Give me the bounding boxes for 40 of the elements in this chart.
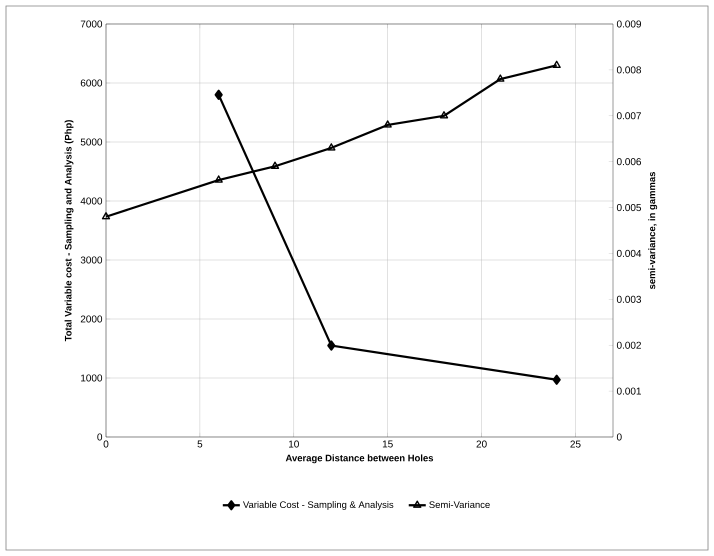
y2-tick-label: 0.007 bbox=[616, 112, 641, 120]
y-tick-label: 1000 bbox=[81, 374, 102, 382]
point bbox=[214, 90, 223, 100]
x-tick-label: 5 bbox=[198, 440, 202, 448]
y2-axis-title: semi-variance, in gammas bbox=[648, 172, 658, 290]
x-tick-label: 15 bbox=[382, 440, 393, 448]
x-tick-label: 20 bbox=[476, 440, 487, 448]
legend-label: Semi-Variance bbox=[429, 501, 490, 508]
legend-label: Variable Cost - Sampling & Analysis bbox=[242, 501, 394, 510]
y2-tick-label: 0.005 bbox=[616, 204, 642, 212]
point bbox=[102, 212, 110, 220]
y2-tick-label: 0.006 bbox=[616, 158, 642, 166]
point bbox=[327, 340, 336, 351]
y-tick-label: 7000 bbox=[80, 20, 102, 28]
x-tick-label: 0 bbox=[104, 440, 108, 448]
y-axis-title: Total Variable cost - Sampling and Analysis (Php) bbox=[64, 120, 74, 342]
x-tick-label: 10 bbox=[289, 440, 299, 448]
point bbox=[270, 162, 280, 169]
y2-tick-label: 0 bbox=[616, 433, 622, 441]
y-tick-label: 4000 bbox=[80, 197, 102, 205]
point bbox=[552, 374, 561, 385]
y-tick-label: 6000 bbox=[80, 79, 102, 87]
y2-tick-label: 0.004 bbox=[616, 250, 642, 257]
y2-tick-label: 0.002 bbox=[616, 342, 641, 349]
point bbox=[496, 74, 504, 82]
point bbox=[214, 175, 223, 183]
point bbox=[384, 120, 392, 128]
point bbox=[327, 143, 336, 151]
y2-tick-label: 0.009 bbox=[616, 20, 641, 28]
y-tick-label: 3000 bbox=[80, 256, 102, 264]
x-tick-label: 25 bbox=[570, 440, 581, 448]
y-tick-label: 0 bbox=[97, 433, 102, 441]
point bbox=[440, 111, 448, 118]
y-tick-label: 2000 bbox=[80, 315, 102, 323]
y-tick-label: 5000 bbox=[80, 138, 102, 146]
point bbox=[552, 60, 561, 68]
x-axis-title: Average Distance between Holes bbox=[286, 454, 434, 464]
y2-tick-label: 0.008 bbox=[616, 66, 642, 74]
y2-tick-label: 0.003 bbox=[616, 296, 642, 303]
y2-tick-label: 0.001 bbox=[616, 388, 641, 395]
